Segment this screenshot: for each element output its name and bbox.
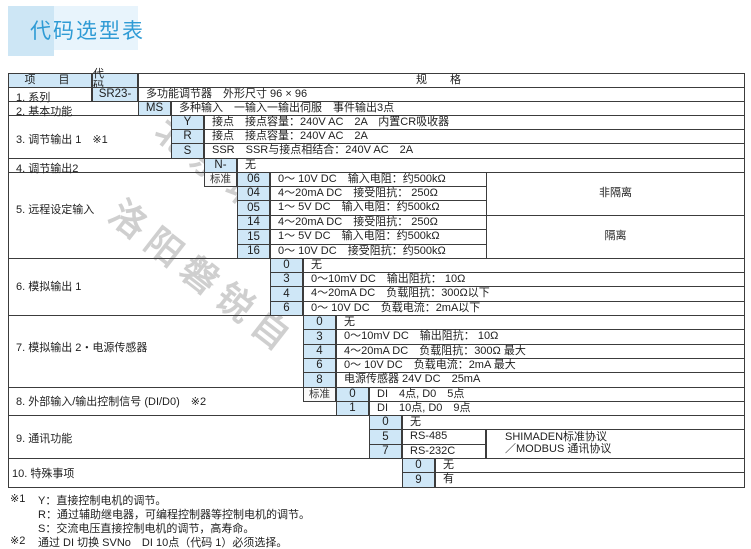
standard-cell: 标准 [303,387,336,402]
code-cell: 0 [303,315,336,330]
spec-cell: 多功能调节器 外形尺寸 96 × 96 [138,87,745,102]
code-cell: 06 [237,172,270,187]
spec-cell: 有 [435,472,745,488]
item-label: 6. 模拟输出 1 [16,281,82,293]
spec-cell: 0～ 10V DC 接受阻抗：约500kΩ [270,244,487,259]
code-cell: 8 [303,372,336,388]
isolation-cell-isolated: 隔离 [486,215,745,259]
spec-cell: 4～20mA DC 接受阻抗： 250Ω [270,186,487,201]
table-line [8,487,745,488]
item-label: 1. 系列 [16,92,51,104]
spec-cell: DI 4点, D0 5点 [369,387,745,402]
code-cell: N- [204,158,237,173]
code-cell: 04 [237,186,270,201]
code-cell: 4 [303,344,336,359]
title-decoration-block [8,6,54,56]
protocol-line-1: SHIMADEN标准协议 [505,431,608,444]
code-cell: SR23- [92,87,138,102]
code-cell: 6 [303,358,336,373]
code-cell: 3 [270,272,303,287]
footnote-text: R：通过辅助继电器，可编程控制器等控制电机的调节。 [38,509,310,521]
code-cell: 3 [303,329,336,345]
spec-cell: SSR SSR与接点相结合：240V AC 2A [204,143,745,159]
code-cell: 6 [270,301,303,316]
code-cell: 1 [336,401,369,416]
spec-cell: 接点 接点容量：240V AC 2A 内置CR吸收器 [204,115,745,130]
spec-cell: 无 [303,258,745,273]
title-decoration-block-light [54,6,138,50]
item-label: 10. 特殊事项 [12,468,75,480]
column-header-item: 项 目 [8,73,92,88]
column-header-code: 代 码 [92,68,138,91]
item-label: 4. 调节输出2 [16,163,79,175]
spec-cell: 0～10mV DC 输出阻抗： 10Ω [303,272,745,287]
protocol-line-2: ／MODBUS 通讯协议 [505,443,612,455]
table-left-border [8,73,9,488]
spec-cell: 1～ 5V DC 输入电阻：约500kΩ [270,200,487,216]
spec-cell: DI 10点, D0 9点 [369,401,745,416]
spec-cell: 1～ 5V DC 输入电阻：约500kΩ [270,229,487,245]
item-label: 3. 调节输出 1 ※1 [16,134,108,146]
code-cell: 0 [270,258,303,273]
spec-cell: 无 [336,315,745,330]
item-label: 7. 模拟输出 2・电源传感器 [16,342,148,354]
column-header-spec: 规 格 [138,73,745,88]
code-cell: 4 [270,286,303,302]
spec-cell: 4～20mA DC 负载阻抗：300Ω 最大 [336,344,745,359]
footnote-text: 通过 DI 切换 SVNo DI 10点（代码 1）必须选择。 [38,537,288,549]
code-cell: 15 [237,229,270,245]
spec-cell: 无 [402,415,745,430]
spec-cell: RS-232C [402,444,486,459]
spec-cell: 电源传感器 24V DC 25mA [336,372,745,388]
item-label: 8. 外部输入/输出控制信号 (DI/D0) ※2 [16,396,207,408]
code-cell: 05 [237,200,270,216]
code-cell: 7 [369,444,402,459]
footnote-text: Y：直接控制电机的调节。 [38,495,167,507]
spec-cell: 4～20mA DC 负载阻抗：300Ω以下 [303,286,745,302]
code-cell: 14 [237,215,270,230]
code-cell: 0 [336,387,369,402]
spec-cell: 0～ 10V DC 输入电阻：约500kΩ [270,172,487,187]
spec-cell: 接点 接点容量：240V AC 2A [204,129,745,144]
code-cell: 0 [402,458,435,473]
spec-cell: 4～20mA DC 接受阻抗： 250Ω [270,215,487,230]
code-cell: 9 [402,472,435,488]
spec-cell: RS-485 [402,429,486,445]
standard-cell: 标准 [204,172,237,187]
spec-cell: 无 [435,458,745,473]
item-cell [8,87,92,102]
spec-cell: 0～ 10V DC 负载电流：2mA 最大 [336,358,745,373]
isolation-cell-non-isolated: 非隔离 [486,172,745,216]
page-title: 代码选型表 [30,20,145,43]
code-cell: MS [138,101,171,116]
protocol-cell: SHIMADEN标准协议 ／MODBUS 通讯协议 [486,429,745,459]
spec-cell: 0～ 10V DC 负载电流：2mA以下 [303,301,745,316]
code-cell: R [171,129,204,144]
code-cell: 0 [369,415,402,430]
footnote-marker: ※1 [10,493,26,505]
item-label: 5. 远程设定输入 [16,204,95,216]
spec-cell: 无 [237,158,745,173]
code-cell: 5 [369,429,402,445]
spec-cell: 0～10mV DC 输出阻抗： 10Ω [336,329,745,345]
item-label: 2. 基本功能 [16,106,73,118]
footnote-text: S：交流电压直接控制电机的调节，高寿命。 [38,523,255,535]
code-cell: S [171,143,204,159]
code-cell: 16 [237,244,270,259]
spec-cell: 多种输入 一输入一输出伺服 事件输出3点 [171,101,745,116]
code-cell: Y [171,115,204,130]
item-label: 9. 通讯功能 [16,433,73,445]
footnote-marker: ※2 [10,535,26,547]
